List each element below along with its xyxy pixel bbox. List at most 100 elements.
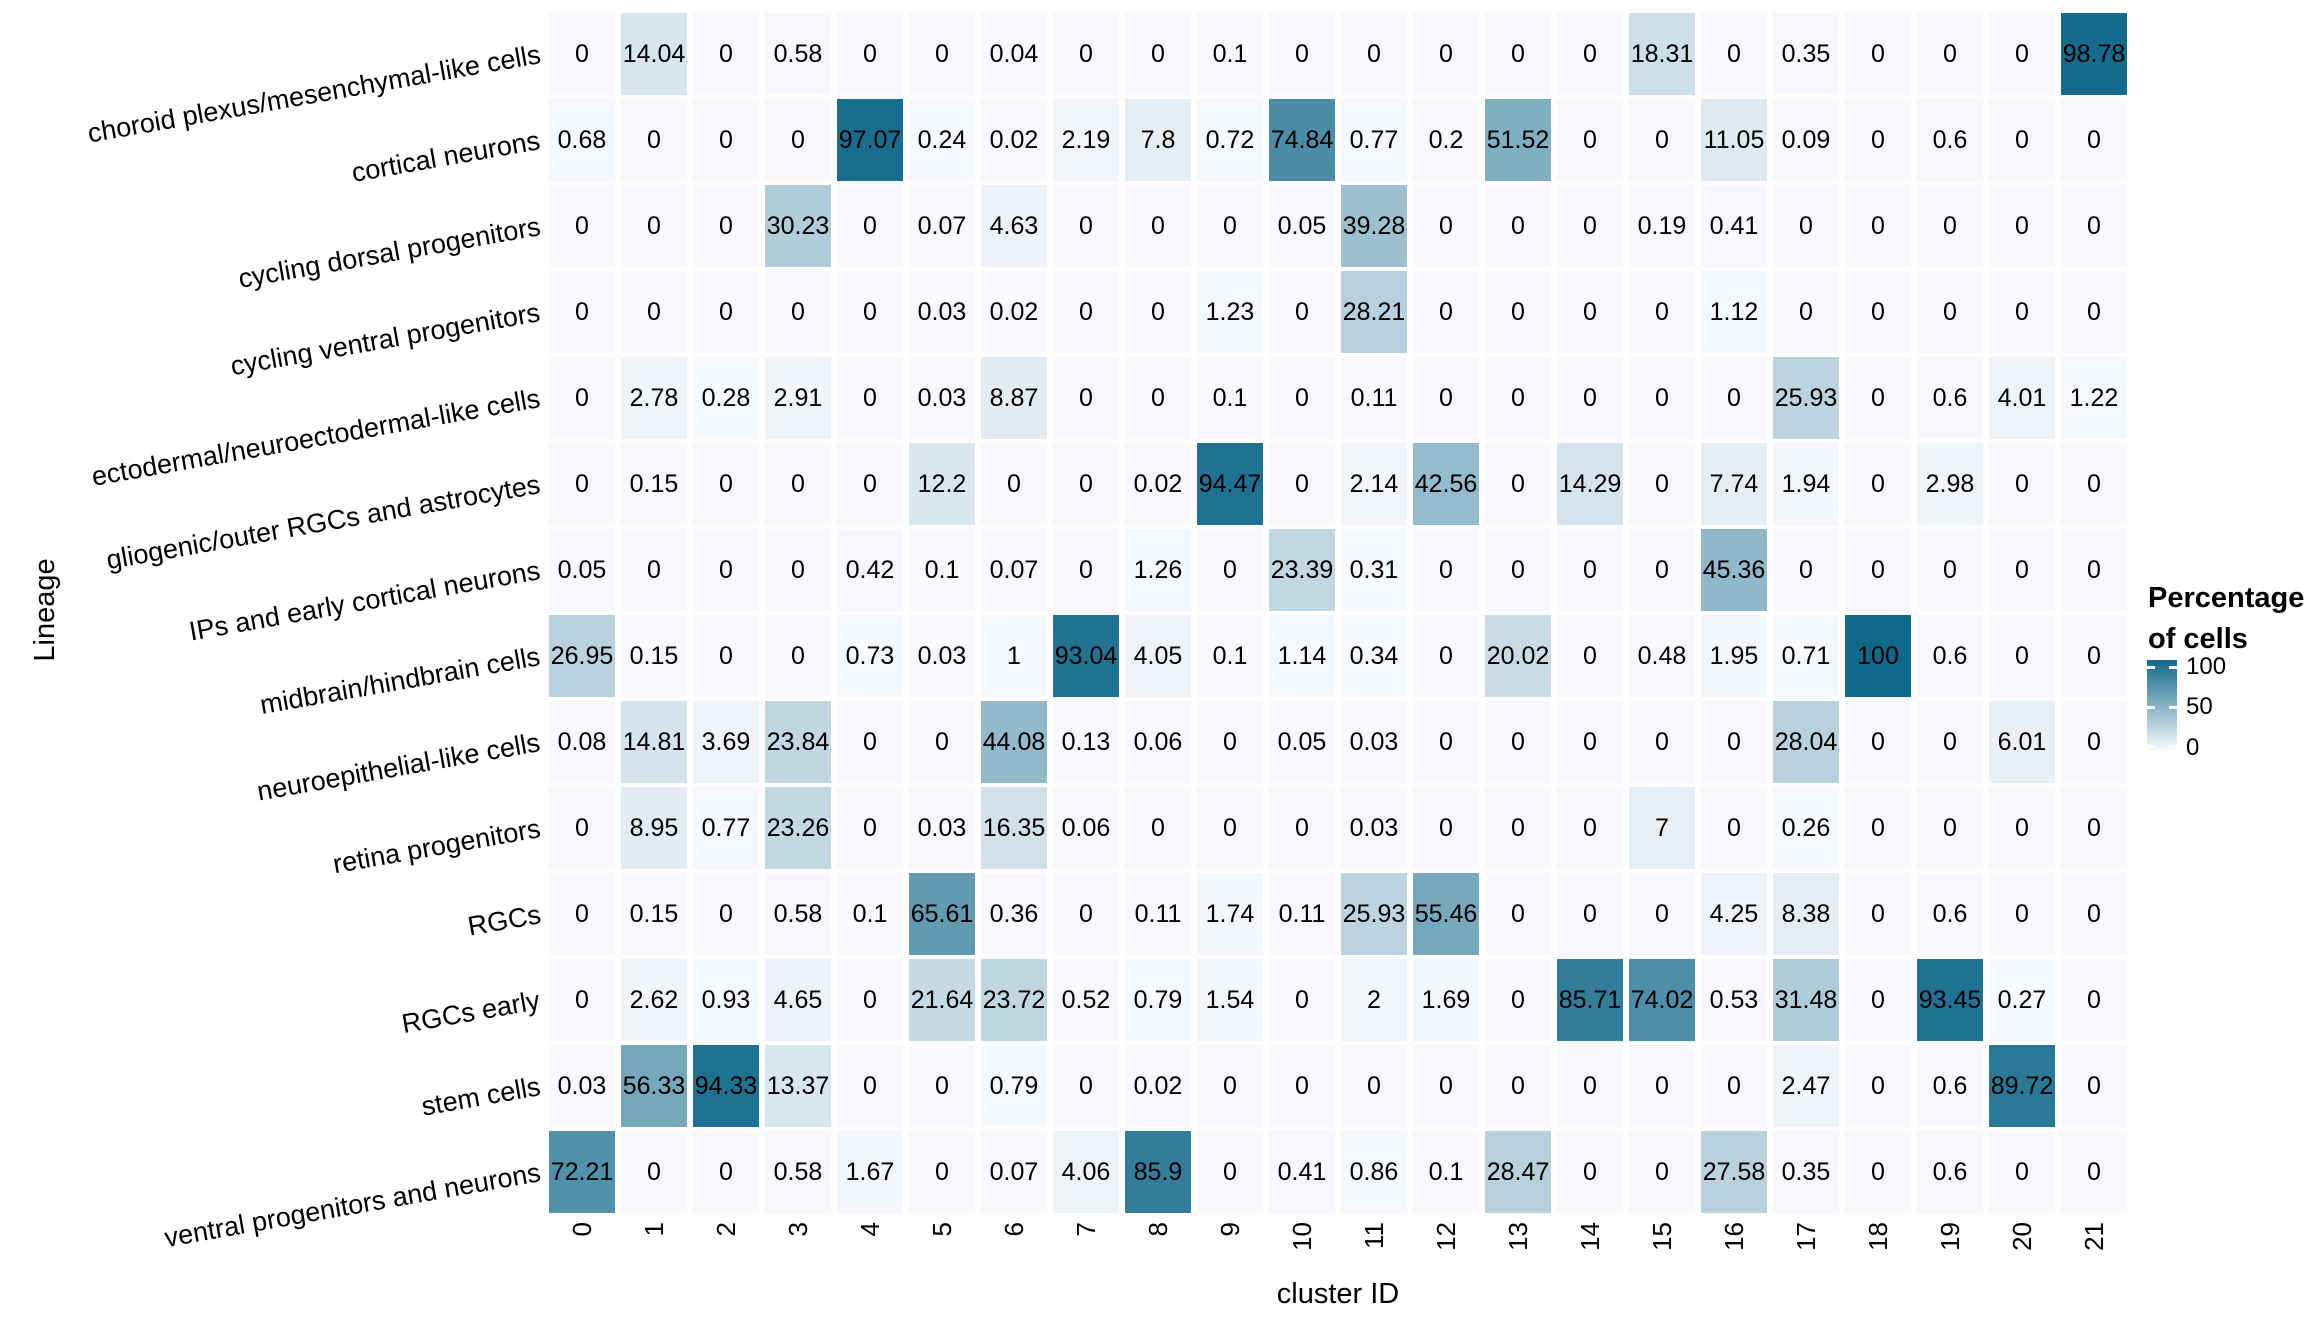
heatmap-cell: 14.81	[621, 701, 687, 783]
heatmap-cell: 0	[1053, 873, 1119, 955]
heatmap-cell: 8.38	[1773, 873, 1839, 955]
heatmap-cell: 13.37	[765, 1045, 831, 1127]
heatmap-cell: 0	[1773, 529, 1839, 611]
heatmap-cell: 23.84	[765, 701, 831, 783]
heatmap-cell: 28.04	[1773, 701, 1839, 783]
heatmap-cell: 28.21	[1341, 271, 1407, 353]
heatmap-cell: 56.33	[621, 1045, 687, 1127]
heatmap-cell: 0.08	[549, 701, 615, 783]
heatmap-cell: 0	[693, 615, 759, 697]
heatmap-cell: 8.87	[981, 357, 1047, 439]
heatmap-cell: 93.45	[1917, 959, 1983, 1041]
heatmap-cell: 7.74	[1701, 443, 1767, 525]
heatmap-cell: 0.03	[1341, 701, 1407, 783]
colorbar-legend: Percentage of cells 100 50 0	[2147, 578, 2304, 818]
heatmap-cell: 2.78	[621, 357, 687, 439]
heatmap-cell: 0	[693, 529, 759, 611]
heatmap-cell: 21.64	[909, 959, 975, 1041]
heatmap-cell: 0.15	[621, 615, 687, 697]
heatmap-cell: 0	[1773, 185, 1839, 267]
heatmap-cell: 0	[1053, 271, 1119, 353]
heatmap-cell: 14.29	[1557, 443, 1623, 525]
colorbar-tick-label: 0	[2186, 734, 2200, 761]
heatmap-cell: 0	[1485, 357, 1551, 439]
heatmap-cell: 0	[1845, 271, 1911, 353]
heatmap-cell: 0	[1845, 357, 1911, 439]
heatmap-cell: 2.14	[1341, 443, 1407, 525]
heatmap-cell: 4.25	[1701, 873, 1767, 955]
heatmap-cell: 0.71	[1773, 615, 1839, 697]
heatmap-cell: 6.01	[1989, 701, 2055, 783]
heatmap-cell: 0	[1485, 873, 1551, 955]
heatmap-cell: 0	[1701, 787, 1767, 869]
heatmap-cell: 98.78	[2061, 13, 2127, 95]
heatmap-cell: 0	[981, 443, 1047, 525]
heatmap-cell: 14.04	[621, 13, 687, 95]
heatmap-cell: 0.77	[693, 787, 759, 869]
heatmap-cell: 0	[1917, 271, 1983, 353]
heatmap-cell: 30.23	[765, 185, 831, 267]
heatmap-cell: 0	[1845, 99, 1911, 181]
heatmap-cell: 1.23	[1197, 271, 1263, 353]
heatmap-cell: 1.22	[2061, 357, 2127, 439]
heatmap-cell: 0	[1629, 443, 1695, 525]
heatmap-cell: 0	[1557, 787, 1623, 869]
heatmap-cell: 31.48	[1773, 959, 1839, 1041]
heatmap-cell: 0	[1341, 13, 1407, 95]
heatmap-cell: 0.36	[981, 873, 1047, 955]
heatmap-cell: 1	[981, 615, 1047, 697]
heatmap-cell: 0	[1557, 701, 1623, 783]
heatmap-cell: 89.72	[1989, 1045, 2055, 1127]
heatmap-cell: 0.79	[981, 1045, 1047, 1127]
heatmap-cell: 0	[1053, 443, 1119, 525]
heatmap-cell: 0.72	[1197, 99, 1263, 181]
heatmap-cell: 0	[1845, 1131, 1911, 1213]
heatmap-cell: 0.03	[909, 615, 975, 697]
heatmap-cell: 0.35	[1773, 13, 1839, 95]
heatmap-cell: 0	[621, 1131, 687, 1213]
heatmap-cell: 0.58	[765, 873, 831, 955]
heatmap-cell: 0.1	[837, 873, 903, 955]
heatmap-cell: 26.95	[549, 615, 615, 697]
heatmap-cell: 0	[1701, 13, 1767, 95]
heatmap-cell: 0	[1557, 1045, 1623, 1127]
heatmap-cell: 0	[2061, 615, 2127, 697]
heatmap-cell: 0	[1269, 787, 1335, 869]
heatmap-cell: 0.1	[909, 529, 975, 611]
heatmap-cell: 0	[2061, 1131, 2127, 1213]
heatmap-cell: 1.69	[1413, 959, 1479, 1041]
heatmap-cell: 0	[1917, 529, 1983, 611]
heatmap-cell: 0	[1989, 1131, 2055, 1213]
heatmap-cell: 0	[621, 529, 687, 611]
heatmap-cell: 0	[1557, 1131, 1623, 1213]
y-axis-tick-label: cycling ventral progenitors	[228, 297, 543, 382]
heatmap-cell: 0	[1917, 787, 1983, 869]
heatmap-cell: 0.03	[909, 357, 975, 439]
heatmap-cell: 0	[1125, 13, 1191, 95]
heatmap-cell: 0	[1557, 357, 1623, 439]
heatmap-cell: 0.06	[1125, 701, 1191, 783]
heatmap-cell: 0	[549, 873, 615, 955]
colorbar-tick-mark	[2147, 706, 2155, 709]
heatmap-cell: 42.56	[1413, 443, 1479, 525]
heatmap-cell: 0	[2061, 959, 2127, 1041]
legend-title: Percentage of cells	[2148, 578, 2304, 660]
y-axis-tick-label: cycling dorsal progenitors	[235, 211, 543, 294]
heatmap-cell: 23.26	[765, 787, 831, 869]
heatmap-cell: 0	[1197, 529, 1263, 611]
heatmap-cell: 0.35	[1773, 1131, 1839, 1213]
heatmap-cell: 0	[1557, 271, 1623, 353]
heatmap-cell: 18.31	[1629, 13, 1695, 95]
heatmap-cell: 0	[621, 99, 687, 181]
heatmap-cell: 0	[765, 615, 831, 697]
heatmap-cell: 0	[621, 185, 687, 267]
heatmap-cell: 0.58	[765, 13, 831, 95]
heatmap-cell: 0.41	[1269, 1131, 1335, 1213]
heatmap-cell: 0	[1053, 357, 1119, 439]
heatmap-cell: 1.54	[1197, 959, 1263, 1041]
heatmap-cell: 8.95	[621, 787, 687, 869]
heatmap-cell: 2.19	[1053, 99, 1119, 181]
heatmap-cell: 0	[909, 1045, 975, 1127]
heatmap-cell: 0.48	[1629, 615, 1695, 697]
heatmap-cell: 44.08	[981, 701, 1047, 783]
